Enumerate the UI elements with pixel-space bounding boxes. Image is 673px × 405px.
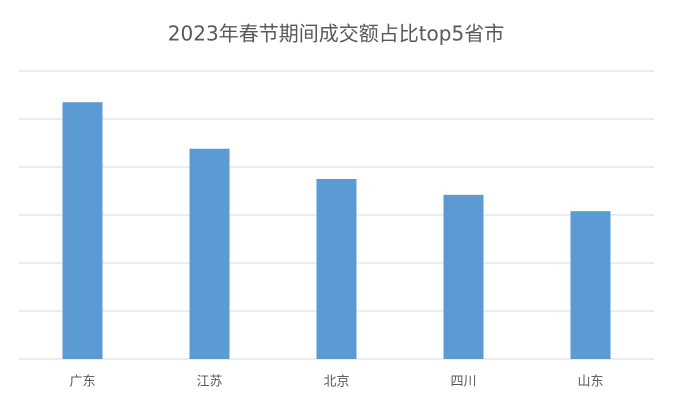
x-tick-label: 广东 — [69, 375, 95, 390]
x-tick-label: 山东 — [577, 375, 603, 390]
x-tick-label: 北京 — [323, 375, 349, 390]
chart-title: 2023年春节期间成交额占比top5省市 — [168, 22, 504, 46]
bar — [62, 102, 103, 359]
bar — [316, 179, 357, 359]
bar — [189, 148, 230, 359]
x-tick-label: 四川 — [450, 375, 476, 390]
bar — [570, 211, 611, 359]
x-tick-label: 江苏 — [196, 374, 222, 390]
bar — [443, 194, 484, 359]
